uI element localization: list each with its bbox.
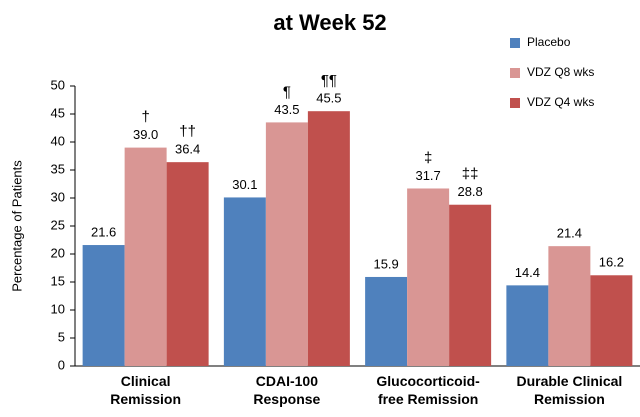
x-tick-label: Clinical Remission (110, 373, 182, 407)
data-label: 39.0 (133, 127, 158, 142)
x-tick-label: Durable Clinical Remission (516, 373, 623, 407)
y-tick-label: 25 (51, 217, 65, 232)
y-tick-label: 5 (58, 329, 65, 344)
y-tick-label: 30 (51, 189, 65, 204)
data-label: 30.1 (232, 177, 257, 192)
data-label: 28.8 (457, 184, 482, 199)
bar (265, 122, 308, 367)
y-tick-label: 20 (51, 245, 65, 260)
bar (124, 147, 167, 366)
y-tick-label: 50 (51, 77, 65, 92)
legend-swatch (510, 98, 520, 108)
y-tick-label: 15 (51, 273, 65, 288)
data-label: 21.6 (91, 224, 116, 239)
legend-swatch (510, 68, 520, 78)
data-label: 45.5 (316, 91, 341, 106)
y-axis-label: Percentage of Patients (9, 160, 24, 292)
data-label: 14.4 (515, 265, 540, 280)
bar (223, 197, 266, 366)
x-tick-label: CDAI-100 Response (253, 373, 321, 407)
bar (365, 276, 408, 366)
y-tick-label: 35 (51, 161, 65, 176)
legend-swatch (510, 38, 520, 48)
data-label: 16.2 (599, 255, 624, 270)
annotation: ‡ (424, 149, 432, 166)
bar (307, 111, 350, 366)
bar (166, 162, 209, 366)
bar (82, 245, 125, 366)
annotation: ¶ (283, 83, 291, 100)
data-label: 15.9 (373, 256, 398, 271)
y-tick-label: 40 (51, 133, 65, 148)
legend-label: Placebo (527, 35, 571, 49)
chart-title: at Week 52 (273, 10, 386, 35)
bar (590, 275, 633, 366)
data-label: 36.4 (175, 142, 200, 157)
legend-label: VDZ Q8 wks (527, 65, 594, 79)
annotation: ¶¶ (321, 72, 337, 89)
y-tick-label: 0 (58, 357, 65, 372)
data-label: 21.4 (557, 226, 582, 241)
y-tick-label: 10 (51, 301, 65, 316)
bar (548, 246, 591, 366)
bar (407, 188, 450, 366)
data-label: 31.7 (415, 168, 440, 183)
annotation: † (141, 109, 149, 126)
data-label: 43.5 (274, 102, 299, 117)
annotation: ‡‡ (462, 166, 479, 183)
bar (449, 204, 492, 366)
bar (506, 285, 549, 366)
y-tick-label: 45 (51, 105, 65, 120)
annotation: †† (179, 123, 196, 140)
legend-label: VDZ Q4 wks (527, 95, 594, 109)
x-tick-label: Glucocorticoid- free Remission (376, 373, 480, 407)
